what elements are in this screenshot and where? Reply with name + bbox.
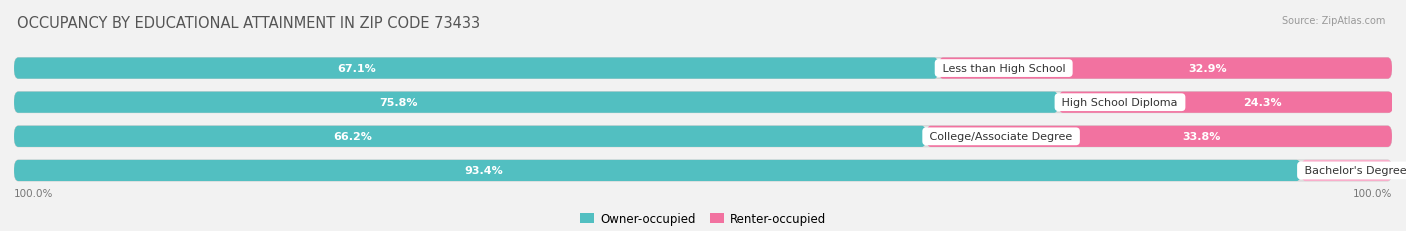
- FancyBboxPatch shape: [14, 126, 927, 147]
- Text: 24.3%: 24.3%: [1243, 98, 1281, 108]
- Text: College/Associate Degree: College/Associate Degree: [927, 132, 1076, 142]
- Text: 100.0%: 100.0%: [1353, 188, 1392, 198]
- Text: Less than High School: Less than High School: [939, 64, 1069, 74]
- FancyBboxPatch shape: [14, 58, 1392, 79]
- Text: 32.9%: 32.9%: [1188, 64, 1226, 74]
- Text: 66.2%: 66.2%: [333, 132, 373, 142]
- Text: Source: ZipAtlas.com: Source: ZipAtlas.com: [1281, 16, 1385, 26]
- FancyBboxPatch shape: [14, 160, 1301, 181]
- FancyBboxPatch shape: [14, 58, 939, 79]
- FancyBboxPatch shape: [1301, 160, 1392, 181]
- FancyBboxPatch shape: [14, 160, 1392, 181]
- Text: 33.8%: 33.8%: [1182, 132, 1220, 142]
- Text: 67.1%: 67.1%: [337, 64, 377, 74]
- Text: 93.4%: 93.4%: [464, 166, 503, 176]
- Text: OCCUPANCY BY EDUCATIONAL ATTAINMENT IN ZIP CODE 73433: OCCUPANCY BY EDUCATIONAL ATTAINMENT IN Z…: [17, 16, 479, 31]
- Text: 6.6%: 6.6%: [1351, 166, 1382, 176]
- FancyBboxPatch shape: [14, 92, 1059, 113]
- FancyBboxPatch shape: [14, 126, 1392, 147]
- FancyBboxPatch shape: [1059, 92, 1393, 113]
- FancyBboxPatch shape: [14, 92, 1392, 113]
- Text: 100.0%: 100.0%: [14, 188, 53, 198]
- FancyBboxPatch shape: [927, 126, 1392, 147]
- Text: Bachelor's Degree or higher: Bachelor's Degree or higher: [1301, 166, 1406, 176]
- Text: High School Diploma: High School Diploma: [1059, 98, 1181, 108]
- Text: 75.8%: 75.8%: [380, 98, 418, 108]
- Legend: Owner-occupied, Renter-occupied: Owner-occupied, Renter-occupied: [579, 212, 827, 225]
- FancyBboxPatch shape: [939, 58, 1392, 79]
